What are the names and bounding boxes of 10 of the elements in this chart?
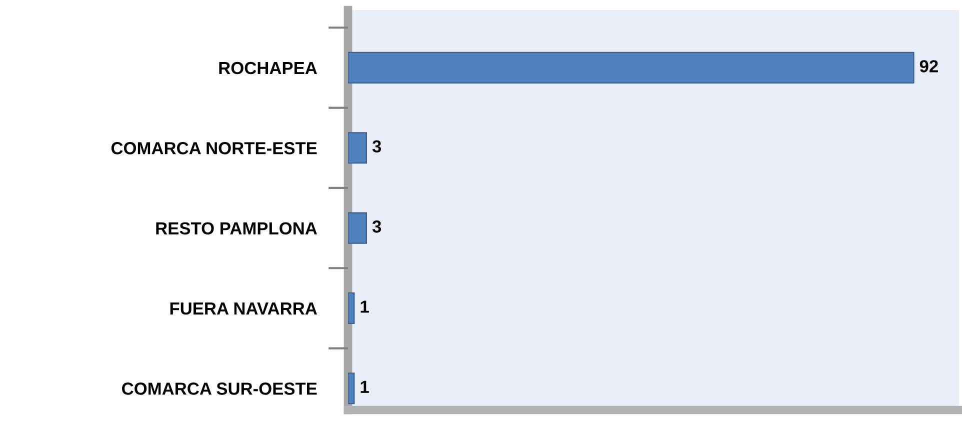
y-tick-label: FUERA NAVARRA	[170, 302, 317, 315]
y-tick-label: COMARCA SUR-OESTE	[122, 382, 317, 395]
data-label: 1	[360, 380, 369, 393]
data-label: 92	[920, 60, 938, 72]
data-label: 3	[372, 140, 382, 153]
data-label: 1	[360, 300, 369, 313]
y-tick-label: ROCHAPEA	[219, 62, 317, 74]
y-tick-label: RESTO PAMPLONA	[156, 222, 317, 234]
data-label: 3	[372, 220, 382, 233]
y-tick-label: COMARCA NORTE-ESTE	[111, 142, 317, 154]
